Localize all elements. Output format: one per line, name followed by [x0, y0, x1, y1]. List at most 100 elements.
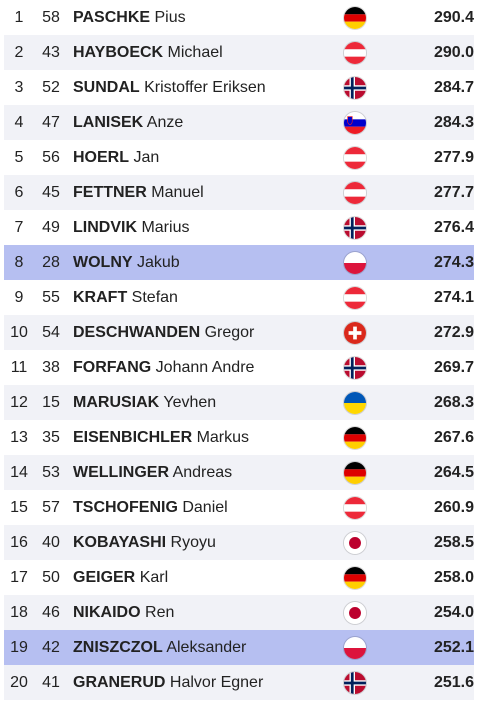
athlete-first-name: Ren — [145, 603, 175, 621]
bib-cell: 43 — [42, 43, 60, 61]
athlete-surname: LANISEK — [73, 113, 144, 131]
bib-cell: 54 — [42, 323, 60, 341]
points-cell: 290.0 — [433, 43, 474, 61]
athlete-surname: PASCHKE — [73, 8, 151, 26]
austria-flag-icon — [343, 145, 367, 170]
athlete-name: PASCHKE Pius — [68, 9, 343, 27]
athlete-surname: WELLINGER — [73, 463, 169, 481]
norway-flag-icon — [343, 355, 367, 380]
rank-cell: 4 — [14, 113, 24, 131]
bib-cell: 46 — [42, 603, 60, 621]
points-cell: 274.1 — [433, 288, 474, 306]
athlete-surname: FORFANG — [73, 358, 152, 376]
athlete-first-name: Marius — [141, 218, 190, 236]
norway-flag-icon — [343, 75, 367, 100]
germany-flag-icon — [343, 425, 367, 450]
athlete-surname: GRANERUD — [73, 673, 166, 691]
rank-cell: 12 — [10, 393, 28, 411]
table-row[interactable]: 11 38 FORFANG Johann Andre 269.7 — [4, 350, 474, 385]
table-row[interactable]: 14 53 WELLINGER Andreas 264.5 — [4, 455, 474, 490]
points-cell: 277.9 — [433, 148, 474, 166]
rank-cell: 18 — [10, 603, 28, 621]
athlete-name: KRAFT Stefan — [68, 289, 343, 307]
athlete-surname: SUNDAL — [73, 78, 140, 96]
points-cell: 268.3 — [433, 393, 474, 411]
austria-flag-icon — [343, 285, 367, 310]
athlete-name: MARUSIAK Yevhen — [68, 394, 343, 412]
rank-cell: 19 — [10, 638, 28, 656]
bib-cell: 41 — [42, 673, 60, 691]
athlete-name: GRANERUD Halvor Egner — [68, 674, 343, 692]
athlete-surname: MARUSIAK — [73, 393, 160, 411]
athlete-surname: HOERL — [73, 148, 129, 166]
table-row[interactable]: 19 42 ZNISZCZOL Aleksander 252.1 — [4, 630, 474, 665]
table-row[interactable]: 10 54 DESCHWANDEN Gregor 272.9 — [4, 315, 474, 350]
table-row[interactable]: 6 45 FETTNER Manuel 277.7 — [4, 175, 474, 210]
bib-cell: 58 — [42, 8, 60, 26]
poland-flag-icon — [343, 635, 367, 660]
table-row[interactable]: 4 47 LANISEK Anze 284.3 — [4, 105, 474, 140]
athlete-name: HOERL Jan — [68, 149, 343, 167]
athlete-name: SUNDAL Kristoffer Eriksen — [68, 79, 343, 97]
athlete-surname: GEIGER — [73, 568, 136, 586]
bib-cell: 53 — [42, 463, 60, 481]
bib-cell: 45 — [42, 183, 60, 201]
rank-cell: 10 — [10, 323, 28, 341]
rank-cell: 13 — [10, 428, 28, 446]
athlete-surname: NIKAIDO — [73, 603, 141, 621]
table-row[interactable]: 1 58 PASCHKE Pius 290.4 — [4, 0, 474, 35]
rank-cell: 14 — [10, 463, 28, 481]
table-row[interactable]: 13 35 EISENBICHLER Markus 267.6 — [4, 420, 474, 455]
athlete-name: EISENBICHLER Markus — [68, 429, 343, 447]
austria-flag-icon — [343, 180, 367, 205]
rank-cell: 17 — [10, 568, 28, 586]
germany-flag-icon — [343, 565, 367, 590]
points-cell: 276.4 — [433, 218, 474, 236]
athlete-name: KOBAYASHI Ryoyu — [68, 534, 343, 552]
bib-cell: 40 — [42, 533, 60, 551]
rank-cell: 15 — [10, 498, 28, 516]
rank-cell: 5 — [14, 148, 24, 166]
athlete-first-name: Jan — [133, 148, 160, 166]
table-row[interactable]: 8 28 WOLNY Jakub 274.3 — [4, 245, 474, 280]
points-cell: 264.5 — [433, 463, 474, 481]
bib-cell: 28 — [42, 253, 60, 271]
points-cell: 290.4 — [433, 8, 474, 26]
athlete-name: FORFANG Johann Andre — [68, 359, 343, 377]
bib-cell: 50 — [42, 568, 60, 586]
table-row[interactable]: 2 43 HAYBOECK Michael 290.0 — [4, 35, 474, 70]
table-row[interactable]: 5 56 HOERL Jan 277.9 — [4, 140, 474, 175]
table-row[interactable]: 15 57 TSCHOFENIG Daniel 260.9 — [4, 490, 474, 525]
points-cell: 258.0 — [433, 568, 474, 586]
table-row[interactable]: 9 55 KRAFT Stefan 274.1 — [4, 280, 474, 315]
bib-cell: 35 — [42, 428, 60, 446]
athlete-first-name: Kristoffer Eriksen — [144, 78, 266, 96]
table-row[interactable]: 16 40 KOBAYASHI Ryoyu 258.5 — [4, 525, 474, 560]
athlete-first-name: Markus — [196, 428, 250, 446]
athlete-name: LINDVIK Marius — [68, 219, 343, 237]
table-row[interactable]: 3 52 SUNDAL Kristoffer Eriksen 284.7 — [4, 70, 474, 105]
athlete-surname: FETTNER — [73, 183, 147, 201]
athlete-first-name: Pius — [154, 8, 186, 26]
table-row[interactable]: 7 49 LINDVIK Marius 276.4 — [4, 210, 474, 245]
athlete-surname: DESCHWANDEN — [73, 323, 201, 341]
table-row[interactable]: 18 46 NIKAIDO Ren 254.0 — [4, 595, 474, 630]
table-row[interactable]: 12 15 MARUSIAK Yevhen 268.3 — [4, 385, 474, 420]
switzerland-flag-icon — [343, 320, 367, 345]
table-row[interactable]: 20 41 GRANERUD Halvor Egner 251.6 — [4, 665, 474, 700]
points-cell: 258.5 — [433, 533, 474, 551]
bib-cell: 38 — [42, 358, 60, 376]
athlete-first-name: Daniel — [182, 498, 228, 516]
athlete-name: FETTNER Manuel — [68, 184, 343, 202]
athlete-name: LANISEK Anze — [68, 114, 343, 132]
points-cell: 284.3 — [433, 113, 474, 131]
points-cell: 254.0 — [433, 603, 474, 621]
athlete-first-name: Andreas — [172, 463, 233, 481]
athlete-surname: KRAFT — [73, 288, 128, 306]
athlete-first-name: Aleksander — [166, 638, 247, 656]
points-cell: 269.7 — [433, 358, 474, 376]
slovenia-flag-icon — [343, 110, 367, 135]
table-row[interactable]: 17 50 GEIGER Karl 258.0 — [4, 560, 474, 595]
athlete-surname: HAYBOECK — [73, 43, 164, 61]
